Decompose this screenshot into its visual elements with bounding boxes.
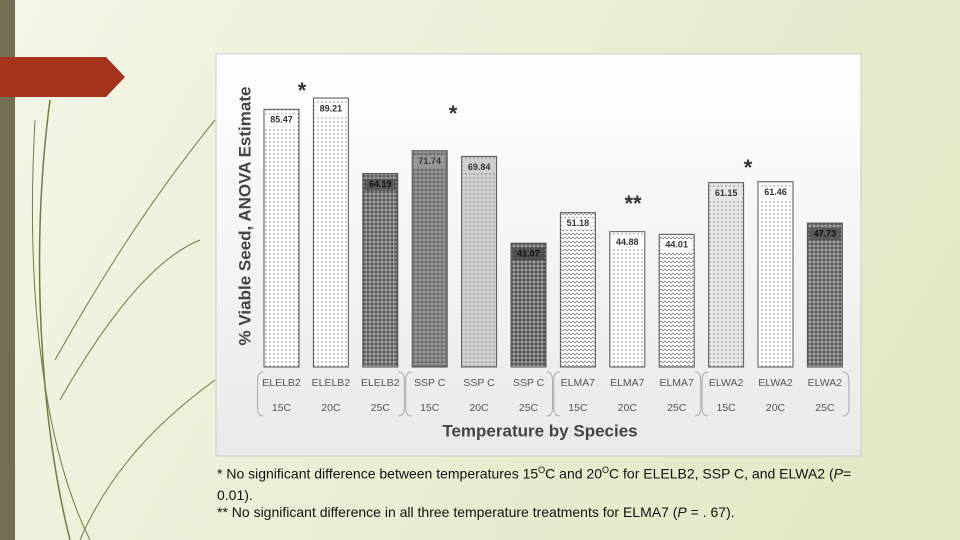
bracket (694, 371, 702, 417)
bracket (701, 371, 709, 417)
value-label-bg (660, 239, 693, 252)
x-sub-label: 15C (568, 402, 588, 414)
curve (79, 379, 216, 540)
bar (312, 97, 349, 368)
bracket (842, 371, 850, 417)
curve (32, 119, 91, 540)
bar (263, 108, 300, 368)
side-bar (0, 0, 15, 540)
curve (54, 119, 216, 361)
bar (609, 231, 646, 368)
arrow (0, 57, 125, 97)
x-sub-label: 25C (519, 402, 539, 414)
x-tick-label: SSP C (513, 377, 545, 389)
x-tick-label: SSP C (463, 377, 495, 389)
x-sub-label: 25C (815, 402, 835, 414)
note-text: = 0.01). (217, 465, 852, 503)
note-sup: O (538, 465, 546, 475)
bracket (553, 371, 560, 417)
x-tick-label: ELMA7 (561, 377, 596, 389)
x-sub-label: 15C (716, 402, 736, 414)
value-label-bg (364, 178, 397, 191)
curve (38, 99, 71, 540)
curve (59, 239, 201, 401)
value-label-bg (808, 228, 841, 241)
value-label-bg (759, 186, 792, 199)
note-italic: P (833, 465, 843, 482)
x-tick-label: ELMA7 (610, 377, 645, 389)
value-label: 64.19 (369, 179, 392, 189)
value-label: 61.46 (764, 187, 787, 197)
x-sub-label: 25C (371, 402, 391, 414)
value-label: 47.73 (814, 228, 837, 238)
x-sub-label: 20C (766, 402, 786, 414)
bar (362, 172, 399, 368)
x-axis-title: Temperature by Species (442, 421, 637, 440)
bar (559, 212, 596, 368)
x-tick-label: ELELB2 (312, 377, 351, 389)
value-label-bg (561, 217, 594, 230)
value-label: 51.18 (567, 218, 590, 228)
x-tick-label: ELMA7 (659, 377, 694, 389)
x-tick-label: ELELB2 (262, 377, 301, 389)
bracket (257, 371, 264, 417)
x-sub-label: 15C (272, 402, 292, 414)
value-label-bg (265, 114, 298, 127)
value-label: 89.21 (320, 103, 343, 113)
value-label-bg (314, 103, 347, 116)
x-sub-label: 25C (667, 402, 687, 414)
x-sub-label: 20C (321, 402, 341, 414)
bar (757, 181, 794, 368)
value-label: 44.88 (616, 237, 639, 247)
x-tick-label: ELWA2 (758, 377, 793, 389)
annotation: * (744, 155, 753, 180)
x-sub-label: 20C (469, 402, 489, 414)
x-sub-label: 20C (618, 402, 638, 414)
footnote: ** No significant difference in all thre… (217, 502, 877, 523)
value-label-bg (413, 155, 446, 168)
value-label-bg (710, 187, 743, 200)
value-label-bg (512, 248, 545, 261)
note-text: ** No significant difference in all thre… (217, 504, 678, 520)
annotation: * (449, 101, 458, 126)
note-text: C for ELELB2, SSP C, and ELWA2 ( (609, 465, 834, 482)
bracket (405, 371, 412, 417)
value-label-bg (463, 161, 496, 174)
annotation: ** (624, 191, 642, 216)
note-text: = . 67). (686, 504, 735, 520)
value-label: 44.01 (665, 240, 688, 250)
bar (658, 233, 695, 368)
value-label-bg (611, 236, 644, 249)
bar (806, 222, 843, 368)
bracket (546, 371, 553, 417)
value-label: 61.15 (715, 188, 738, 198)
y-axis-title: % Viable Seed, ANOVA Estimate (235, 87, 254, 346)
note-sup: O (602, 465, 610, 475)
annotation: * (298, 78, 307, 103)
x-tick-label: ELELB2 (361, 377, 400, 389)
note-italic: P (677, 504, 687, 520)
value-label: 41.07 (517, 249, 540, 259)
bracket (398, 371, 405, 417)
bar (461, 155, 498, 368)
value-label: 69.84 (468, 162, 491, 172)
note-text: C and 20 (545, 465, 602, 482)
footnote: * No significant difference between temp… (217, 460, 877, 506)
value-label: 71.74 (418, 156, 441, 166)
value-label: 85.47 (270, 115, 293, 125)
x-tick-label: ELWA2 (808, 377, 843, 389)
x-tick-label: ELWA2 (709, 377, 744, 389)
bar (411, 150, 448, 368)
x-sub-label: 15C (420, 402, 440, 414)
x-tick-label: SSP C (414, 377, 446, 389)
note-text: * No significant difference between temp… (217, 465, 539, 482)
bar (708, 182, 745, 368)
bar (510, 242, 547, 368)
